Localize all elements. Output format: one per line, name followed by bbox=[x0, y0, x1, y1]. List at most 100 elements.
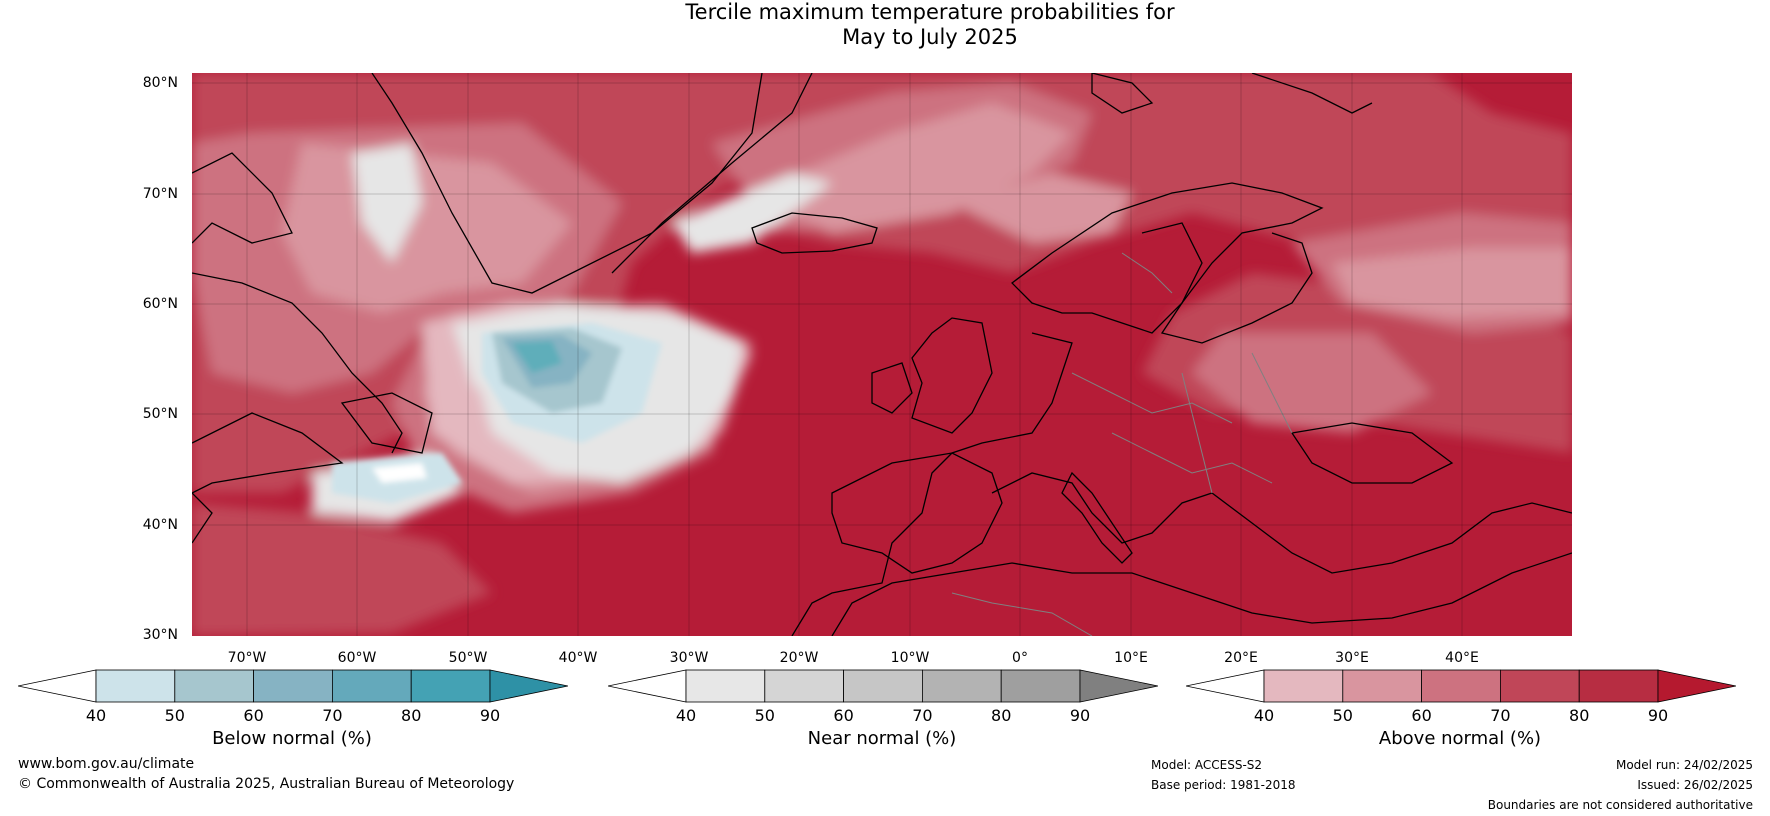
lat-label-30n: 30°N bbox=[142, 627, 178, 643]
colorbar-tick-label: 80 bbox=[1569, 706, 1590, 725]
footer-base-period: Base period: 1981-2018 bbox=[1151, 778, 1296, 792]
colorbar-below-title: Below normal (%) bbox=[212, 728, 372, 749]
coast-greenland-east bbox=[371, 73, 763, 294]
colorbar-swatch bbox=[1342, 669, 1423, 703]
coast-italy bbox=[1061, 471, 1133, 564]
footer-issued: Issued: 26/02/2025 bbox=[1637, 778, 1753, 792]
colorbar-tick-label: 40 bbox=[675, 706, 697, 725]
lon-label-50w: 50°W bbox=[448, 650, 488, 666]
colorbar-swatch bbox=[410, 669, 491, 703]
lon-label-20e: 20°E bbox=[1224, 650, 1258, 666]
below-normal-field bbox=[332, 323, 662, 503]
colorbar-swatch bbox=[685, 669, 766, 703]
coast-nova-scotia bbox=[192, 412, 344, 494]
colorbar-swatch bbox=[1499, 669, 1580, 703]
border-scandinavia bbox=[1121, 252, 1173, 294]
colorbar-swatch bbox=[1578, 669, 1659, 703]
colorbar-tick-label: 40 bbox=[85, 706, 107, 725]
colorbar-below-swatches bbox=[17, 669, 569, 703]
footer-model: Model: ACCESS-S2 bbox=[1151, 758, 1263, 772]
colorbar-above-title: Above normal (%) bbox=[1378, 728, 1542, 749]
coast-labrador bbox=[192, 272, 403, 454]
lon-label-0: 0° bbox=[1012, 650, 1028, 666]
field-50-greenland-sea bbox=[952, 173, 1132, 243]
colorbar-tick-label: 60 bbox=[833, 706, 854, 725]
border-europe-3 bbox=[1181, 372, 1213, 494]
field-50-scandinavia bbox=[1332, 248, 1572, 318]
colorbar-near-normal: 40 50 60 70 80 90 bbox=[607, 668, 1159, 725]
map-area[interactable] bbox=[192, 73, 1572, 636]
field-50-north-atlantic bbox=[752, 103, 1072, 233]
colorbar-near-swatches bbox=[607, 669, 1159, 703]
lat-label-70n: 70°N bbox=[142, 186, 178, 202]
colorbar-tick-label: 40 bbox=[1253, 706, 1275, 725]
lat-label-80n: 80°N bbox=[142, 75, 178, 91]
coast-scandinavia bbox=[1011, 182, 1324, 334]
colorbar-tick-label: 50 bbox=[754, 706, 775, 725]
chart-title: Tercile maximum temperature probabilitie… bbox=[0, 0, 1770, 50]
border-europe-4 bbox=[1251, 352, 1293, 434]
field-near-north-atlantic bbox=[672, 173, 832, 253]
lon-label-30e: 30°E bbox=[1335, 650, 1369, 666]
footer-copyright: © Commonwealth of Australia 2025, Austra… bbox=[18, 776, 515, 792]
field-50-labrador-sea bbox=[282, 143, 572, 313]
colorbar-low-extend bbox=[1185, 669, 1265, 703]
coast-british-isles bbox=[911, 317, 993, 434]
graticule bbox=[192, 73, 1572, 636]
colorbar-tick-label: 60 bbox=[1411, 706, 1432, 725]
coast-ireland bbox=[871, 362, 913, 414]
colorbar-low-extend bbox=[607, 669, 687, 703]
lat-label-40n: 40°N bbox=[142, 517, 178, 533]
colorbar-tick-label: 80 bbox=[401, 706, 422, 725]
colorbar-tick-label: 60 bbox=[243, 706, 264, 725]
colorbar-tick-label: 50 bbox=[164, 706, 185, 725]
colorbar-below-normal: 40 50 60 70 80 90 bbox=[17, 668, 569, 725]
footer-model-run: Model run: 24/02/2025 bbox=[1615, 758, 1753, 772]
coast-mediterranean bbox=[991, 472, 1572, 574]
lon-label-20w: 20°W bbox=[779, 650, 819, 666]
colorbar-swatch bbox=[174, 669, 255, 703]
lon-label-10w: 10°W bbox=[890, 650, 930, 666]
colorbar-swatch bbox=[331, 669, 412, 703]
footer-website: www.bom.gov.au/climate bbox=[18, 756, 195, 772]
coast-newfoundland bbox=[340, 392, 433, 454]
coast-iberia bbox=[831, 452, 1003, 574]
coast-north-africa bbox=[831, 552, 1572, 636]
colorbar-above-swatches bbox=[1185, 669, 1737, 703]
colorbar-high-extend bbox=[489, 669, 569, 703]
colorbar-tick-label: 80 bbox=[991, 706, 1012, 725]
coast-svalbard bbox=[1091, 73, 1154, 114]
coast-novaya-zemlya bbox=[1251, 73, 1373, 114]
colorbar-high-extend bbox=[1657, 669, 1737, 703]
colorbar-near-title: Near normal (%) bbox=[807, 728, 957, 749]
coast-baltic bbox=[1141, 222, 1313, 344]
colorbar-swatch bbox=[764, 669, 845, 703]
border-europe-1 bbox=[1071, 372, 1233, 424]
footer-disclaimer: Boundaries are not considered authoritat… bbox=[1487, 798, 1753, 812]
colorbar-tick-label: 70 bbox=[912, 706, 933, 725]
coast-greenland-se bbox=[611, 73, 813, 274]
lat-label-60n: 60°N bbox=[142, 296, 178, 312]
colorbar-tick-label: 70 bbox=[1490, 706, 1511, 725]
title-line-1: Tercile maximum temperature probabilitie… bbox=[685, 0, 1175, 24]
coast-europe-west bbox=[791, 332, 1073, 636]
lat-label-50n: 50°N bbox=[142, 406, 178, 422]
colorbar-swatch bbox=[921, 669, 1002, 703]
colorbar-swatch bbox=[1000, 669, 1081, 703]
colorbar-tick-label: 70 bbox=[322, 706, 343, 725]
colorbar-above-normal: 40 50 60 70 80 90 bbox=[1185, 668, 1737, 725]
colorbar-low-extend bbox=[17, 669, 97, 703]
country-borders bbox=[951, 252, 1293, 636]
field-below-80 bbox=[512, 341, 562, 373]
lon-label-60w: 60°W bbox=[337, 650, 377, 666]
title-line-2: May to July 2025 bbox=[842, 25, 1018, 49]
colorbar-tick-label: 90 bbox=[479, 706, 501, 725]
colorbar-swatch bbox=[843, 669, 923, 703]
colorbar-swatch bbox=[1421, 669, 1501, 703]
coast-iceland bbox=[751, 212, 878, 254]
colorbar-swatch bbox=[1263, 669, 1344, 703]
colorbar-swatch bbox=[95, 669, 176, 703]
colorbar-tick-label: 50 bbox=[1332, 706, 1353, 725]
field-near-white-sw bbox=[372, 463, 427, 483]
colorbar-swatch bbox=[253, 669, 333, 703]
